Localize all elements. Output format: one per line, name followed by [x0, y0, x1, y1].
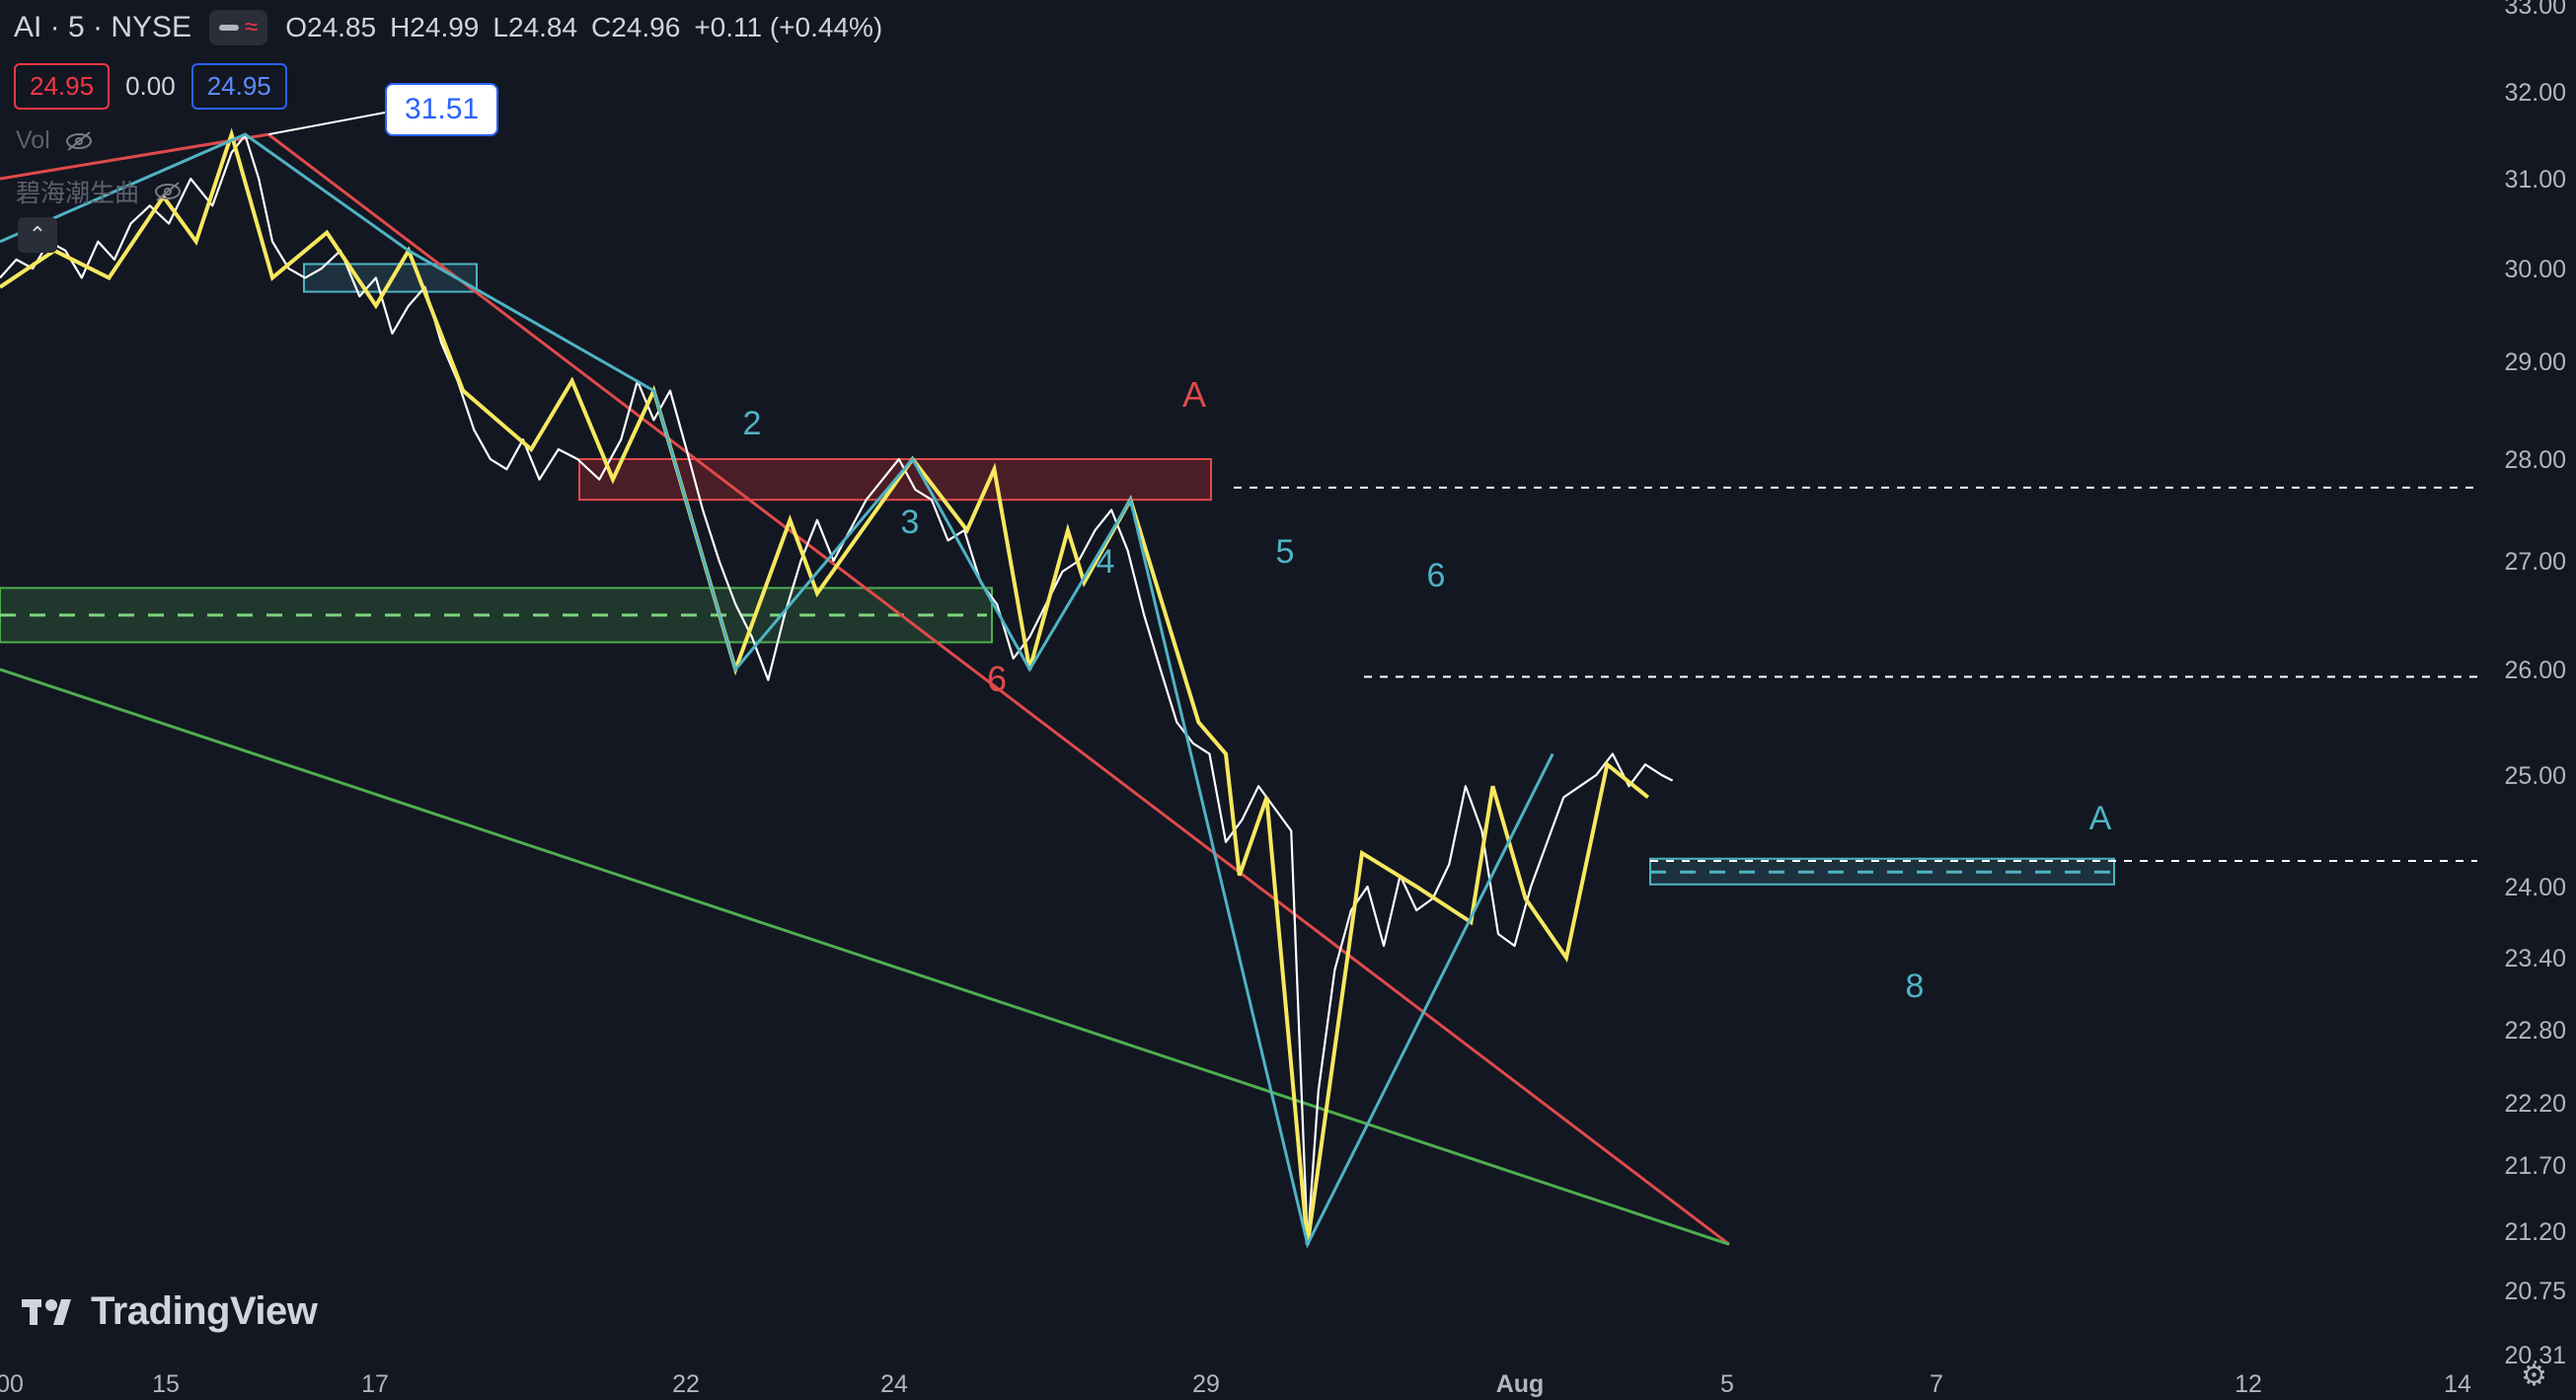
eye-hidden-icon[interactable] [64, 130, 94, 152]
tradingview-logo: TradingView [22, 1289, 318, 1334]
chart-legend: AI · 5 · NYSE ≈ O24.85 H24.99 L24.84 C24… [14, 10, 882, 45]
low-value: L24.84 [492, 12, 578, 42]
price-tick-label: 22.20 [2504, 1090, 2566, 1118]
toggle-bar-icon [219, 25, 240, 31]
wave-label-teal: 2 [743, 405, 762, 442]
red-trend-line[interactable] [267, 132, 1730, 1246]
time-tick-label: 00 [0, 1370, 24, 1398]
indicator-custom[interactable]: 碧海潮生曲 [16, 174, 183, 209]
price-tick-label: 26.00 [2504, 657, 2566, 684]
sell-price-box[interactable]: 24.95 [14, 63, 111, 110]
time-tick-label: 22 [672, 1370, 700, 1398]
indicator-vol[interactable]: Vol [16, 126, 94, 155]
price-tick-label: 27.00 [2504, 548, 2566, 576]
price-tick-label: 21.70 [2504, 1152, 2566, 1180]
price-axis-bg [2477, 0, 2576, 1400]
change-value: +0.11 (+0.44%) [694, 12, 883, 42]
zigzag-series [0, 127, 1650, 1245]
buy-price-box[interactable]: 24.95 [190, 63, 287, 110]
horizontal-levels: 27.7225.9324.23 [1234, 470, 2574, 879]
price-tick-label: 25.00 [2504, 762, 2566, 790]
green-zone[interactable] [0, 586, 993, 644]
price-tick-label: 29.00 [2504, 349, 2566, 376]
red-trend-line[interactable] [0, 132, 269, 181]
tooltip-leader [267, 112, 386, 136]
wave-label-teal: 8 [1906, 968, 1925, 1005]
indicator-vol-label: Vol [16, 126, 50, 154]
price-tick-label: 24.00 [2504, 874, 2566, 901]
ohlc-values: O24.85 H24.99 L24.84 C24.96 +0.11 (+0.44… [285, 12, 882, 43]
wave-icon: ≈ [245, 14, 259, 40]
legend-toggle[interactable]: ≈ [209, 10, 268, 45]
price-axis: 33.00 32.00 31.00 30.00 29.00 28.00 27.00 26.00… [2477, 0, 2576, 1400]
price-tooltip: 31.51 [385, 83, 499, 136]
time-tick-label: 24 [880, 1370, 908, 1398]
time-tick-label: 15 [152, 1370, 180, 1398]
wave-label-teal: A [2089, 800, 2112, 837]
price-tick-label: 31.00 [2504, 166, 2566, 194]
settings-gear-icon[interactable]: ⚙ [2521, 1360, 2547, 1392]
wave-label-red: A [1182, 374, 1206, 415]
symbol-label[interactable]: AI · 5 · NYSE [14, 11, 192, 43]
wave-label-teal: 4 [1097, 543, 1115, 581]
time-tick-label: 17 [361, 1370, 389, 1398]
price-tick-label: 22.80 [2504, 1017, 2566, 1045]
collapse-legend-button[interactable]: ⌃ [18, 217, 57, 253]
close-value: C24.96 [591, 12, 681, 42]
price-line[interactable] [0, 133, 1674, 1246]
indicator-custom-label: 碧海潮生曲 [16, 180, 140, 207]
price-tick-label: 32.00 [2504, 79, 2566, 107]
teal-wave-lines [0, 132, 1554, 1249]
trend-lines [0, 132, 1730, 1246]
price-tick-label: 30.00 [2504, 256, 2566, 283]
brand-name: TradingView [91, 1289, 318, 1333]
wave-labels: A 6 2 3 4 5 6 8 A [267, 112, 2112, 1005]
eye-hidden-icon[interactable] [153, 181, 183, 202]
tradingview-logo-icon [22, 1298, 71, 1325]
open-value: O24.85 [285, 12, 377, 42]
wave-label-teal: 3 [901, 504, 920, 541]
price-tick-label: 21.20 [2504, 1218, 2566, 1246]
time-tick-label: 29 [1192, 1370, 1220, 1398]
price-tick-label: 28.00 [2504, 446, 2566, 474]
wave-label-teal: 5 [1276, 533, 1295, 571]
time-tick-label: 12 [2235, 1370, 2262, 1398]
zigzag-line[interactable] [0, 127, 1650, 1245]
price-series [0, 133, 1674, 1246]
price-tick-label: 20.75 [2504, 1278, 2566, 1305]
time-tick-label: Aug [1496, 1370, 1545, 1398]
wave-label-teal: 6 [1427, 557, 1446, 594]
price-tick-label: 20.31 [2504, 1342, 2566, 1369]
time-axis: 00 15 17 22 24 29 Aug 5 7 12 14 [0, 1370, 2471, 1398]
trade-boxes: 24.95 0.00 24.95 [14, 63, 287, 110]
high-value: H24.99 [390, 12, 480, 42]
wave-label-red: 6 [987, 659, 1007, 699]
time-tick-label: 5 [1720, 1370, 1734, 1398]
price-tick-label: 33.00 [2504, 0, 2566, 20]
teal-wave-line[interactable] [0, 132, 1554, 1249]
time-tick-label: 14 [2444, 1370, 2471, 1398]
green-trend-line[interactable] [0, 667, 1730, 1246]
price-tick-label: 23.40 [2504, 945, 2566, 972]
time-tick-label: 7 [1930, 1370, 1943, 1398]
spread-value: 0.00 [125, 71, 176, 101]
